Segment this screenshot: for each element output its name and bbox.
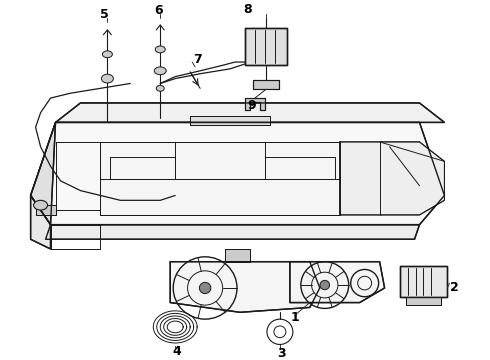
Polygon shape [55, 103, 444, 122]
Ellipse shape [102, 51, 112, 58]
Text: 9: 9 [247, 99, 256, 112]
Polygon shape [340, 142, 444, 215]
Text: 6: 6 [154, 4, 163, 17]
Polygon shape [406, 297, 441, 305]
Polygon shape [225, 249, 250, 262]
Ellipse shape [154, 67, 166, 75]
Text: 3: 3 [277, 347, 286, 360]
Polygon shape [290, 262, 385, 302]
Text: 8: 8 [244, 3, 252, 16]
Circle shape [320, 280, 330, 290]
Circle shape [199, 282, 211, 293]
Text: 4: 4 [173, 345, 182, 358]
Ellipse shape [101, 74, 113, 83]
Polygon shape [46, 225, 419, 239]
Ellipse shape [155, 46, 165, 53]
Text: 7: 7 [193, 53, 201, 66]
Polygon shape [30, 122, 444, 225]
Polygon shape [100, 142, 340, 215]
Polygon shape [30, 195, 50, 249]
Polygon shape [170, 262, 320, 312]
Text: 5: 5 [100, 8, 109, 21]
Polygon shape [253, 80, 279, 89]
Text: 1: 1 [291, 311, 299, 324]
Polygon shape [245, 28, 287, 65]
Ellipse shape [34, 200, 48, 210]
Polygon shape [245, 98, 265, 110]
Ellipse shape [156, 85, 164, 91]
Text: 2: 2 [450, 282, 459, 294]
Polygon shape [399, 266, 447, 297]
Polygon shape [190, 116, 270, 125]
Polygon shape [36, 205, 55, 215]
Polygon shape [30, 122, 55, 225]
